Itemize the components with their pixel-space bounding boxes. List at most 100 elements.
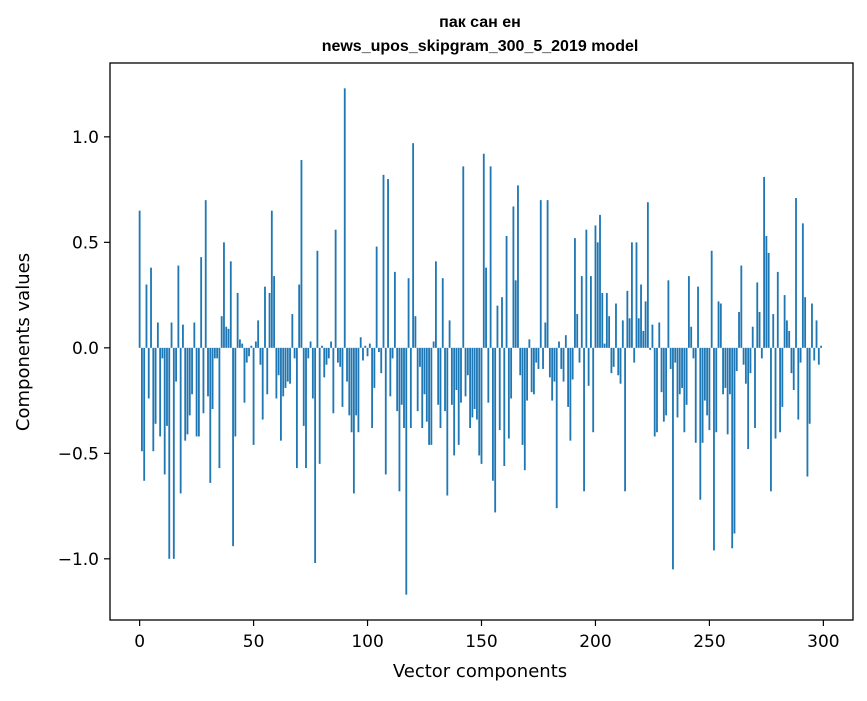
bar <box>624 347 626 492</box>
bar <box>601 292 604 348</box>
bar <box>478 347 481 456</box>
bar <box>603 343 606 348</box>
bar <box>387 179 389 348</box>
bar <box>649 347 652 350</box>
bar <box>678 347 681 395</box>
bar <box>510 347 513 399</box>
bar <box>626 290 629 348</box>
bar <box>571 347 574 380</box>
bar <box>453 347 456 456</box>
bar <box>811 303 813 348</box>
bar <box>243 347 246 403</box>
bar <box>674 347 677 363</box>
bar <box>225 326 228 348</box>
bar <box>257 320 260 348</box>
bar <box>373 347 376 388</box>
bar <box>469 347 472 428</box>
bar <box>191 347 193 395</box>
bar <box>503 347 506 466</box>
bar <box>519 347 522 376</box>
bar <box>462 166 465 348</box>
bar <box>694 347 697 443</box>
bar <box>631 242 633 348</box>
x-tick-label: 200 <box>579 632 611 652</box>
plot-area-frame <box>109 62 854 621</box>
bar <box>266 347 269 395</box>
bar <box>567 347 570 407</box>
bar <box>352 347 355 494</box>
bar <box>471 347 474 418</box>
bar <box>710 250 713 348</box>
bar <box>756 282 759 348</box>
bar <box>795 198 797 348</box>
bar <box>797 347 800 420</box>
bar <box>339 347 342 367</box>
bar <box>248 347 250 357</box>
bar <box>152 347 155 452</box>
bar <box>337 347 339 363</box>
bar <box>223 242 225 348</box>
bar <box>703 347 706 401</box>
bar <box>466 347 469 376</box>
bar <box>487 347 490 403</box>
x-tick-label: 100 <box>351 632 383 652</box>
bar <box>325 347 328 365</box>
bar <box>731 347 734 549</box>
bar <box>729 347 731 395</box>
bar <box>170 322 173 348</box>
bar <box>776 271 779 348</box>
bar <box>450 347 453 405</box>
bar <box>341 347 344 407</box>
bar <box>166 347 168 426</box>
bar <box>300 160 303 348</box>
bar <box>612 347 615 367</box>
bar <box>229 261 232 348</box>
bar <box>726 347 729 435</box>
bar <box>384 347 387 475</box>
bar <box>439 347 442 428</box>
bar <box>432 341 435 348</box>
bar <box>528 339 531 348</box>
bar <box>277 347 280 376</box>
bar <box>412 143 415 348</box>
bar <box>587 347 590 386</box>
bar <box>742 347 745 365</box>
bar <box>482 153 485 348</box>
bar <box>138 210 141 348</box>
bar <box>245 347 248 363</box>
bar <box>343 88 346 348</box>
bar <box>615 303 617 348</box>
bar <box>685 347 688 405</box>
bar <box>382 174 385 348</box>
bar <box>202 347 205 414</box>
bar <box>441 278 444 348</box>
bar <box>749 347 752 374</box>
bar <box>323 347 326 378</box>
bar <box>314 347 317 564</box>
bar <box>701 347 704 443</box>
bar <box>485 267 487 348</box>
y-tick-label: −1.0 <box>58 550 99 570</box>
bar <box>558 341 560 348</box>
bar <box>585 229 588 348</box>
bar <box>578 347 581 363</box>
bar <box>252 347 255 445</box>
bar <box>197 347 200 437</box>
bar <box>660 347 663 393</box>
bar <box>580 276 583 348</box>
bar <box>448 320 451 348</box>
bar <box>505 236 508 348</box>
x-axis-ticks: 0 50 100 150 200 250 300 <box>134 620 840 652</box>
bar <box>163 347 166 475</box>
bar <box>744 347 747 384</box>
bar <box>204 200 207 348</box>
bar <box>316 250 319 348</box>
bar <box>200 257 203 348</box>
bar <box>781 347 784 407</box>
bar <box>213 347 216 359</box>
bar <box>537 347 540 369</box>
bar <box>772 314 775 348</box>
bar <box>211 347 214 410</box>
